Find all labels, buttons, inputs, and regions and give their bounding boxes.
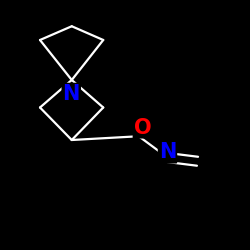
Text: N: N: [159, 142, 176, 163]
Text: O: O: [134, 118, 151, 138]
Text: N: N: [62, 84, 80, 104]
